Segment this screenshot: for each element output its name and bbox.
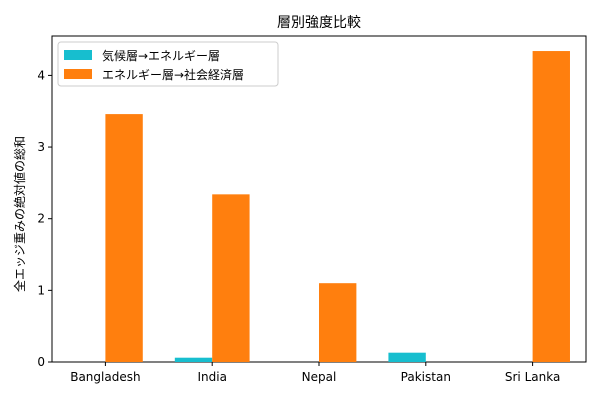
chart-title: 層別強度比較 — [277, 15, 361, 31]
y-tick-label: 3 — [37, 140, 45, 154]
legend-box — [57, 41, 279, 87]
legend-swatch — [64, 50, 92, 60]
bars-layer — [105, 51, 570, 363]
x-tick-label: Nepal — [302, 370, 337, 384]
axes-layer: 0 1 2 3 4 Bangladesh India Nepal Pakistan Sri Lan… — [37, 68, 560, 384]
bar-energy-socioeconomic-nepal — [319, 283, 357, 362]
x-tick-label: Pakistan — [401, 370, 451, 384]
bar-energy-socioeconomic-sri-lanka — [532, 51, 570, 363]
legend-label: 気候層→エネルギー層 — [102, 48, 220, 63]
x-tick-label: India — [197, 370, 226, 384]
x-tick-label: Sri Lanka — [505, 370, 560, 384]
y-tick-label: 2 — [37, 212, 45, 226]
bar-climate-energy-pakistan — [388, 352, 426, 362]
bar-climate-energy-india — [174, 357, 213, 362]
x-tick-label: Bangladesh — [70, 370, 140, 384]
y-axis-label: 全エッジ重みの絶対値の総和 — [12, 136, 27, 292]
legend-label: エネルギー層→社会経済層 — [102, 67, 244, 82]
bar-energy-socioeconomic-bangladesh — [105, 114, 143, 362]
y-tick-label: 1 — [37, 283, 45, 297]
y-tick-label: 0 — [37, 355, 45, 369]
y-tick-label: 4 — [37, 68, 45, 82]
legend-swatch — [64, 69, 92, 79]
bar-energy-socioeconomic-india — [212, 194, 250, 362]
